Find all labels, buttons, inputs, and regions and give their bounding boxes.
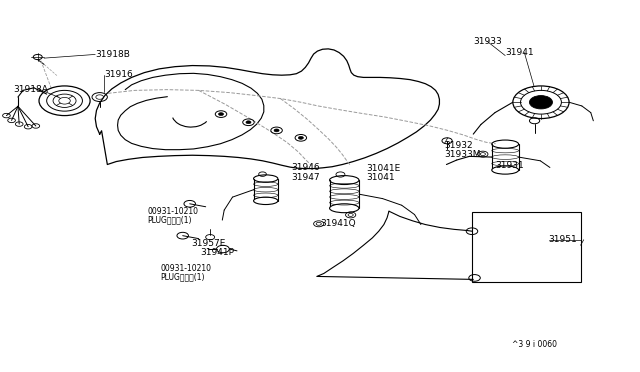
Polygon shape	[95, 49, 440, 169]
Circle shape	[298, 137, 303, 139]
Text: 31931: 31931	[495, 161, 524, 170]
Ellipse shape	[330, 204, 359, 213]
Text: 31918A: 31918A	[13, 85, 49, 94]
Circle shape	[246, 121, 251, 124]
Ellipse shape	[492, 166, 518, 174]
Text: 31941Q: 31941Q	[320, 219, 356, 228]
Text: 31933M: 31933M	[445, 150, 481, 159]
Circle shape	[218, 113, 223, 116]
Text: 31933: 31933	[473, 37, 502, 46]
Text: 31941P: 31941P	[200, 248, 235, 257]
Circle shape	[529, 96, 552, 109]
Text: PLUGプラグ(1): PLUGプラグ(1)	[161, 272, 205, 281]
Text: 31918B: 31918B	[95, 50, 130, 59]
Text: 00931-10210: 00931-10210	[161, 264, 211, 273]
Text: 31947: 31947	[291, 173, 320, 182]
Text: 31916: 31916	[104, 70, 133, 79]
Text: 31932: 31932	[445, 141, 473, 150]
Text: 00931-10210: 00931-10210	[148, 208, 198, 217]
Text: 31941: 31941	[505, 48, 534, 57]
Text: 31041E: 31041E	[366, 164, 400, 173]
Circle shape	[274, 129, 279, 132]
Text: ^3 9 i 0060: ^3 9 i 0060	[511, 340, 557, 349]
Text: 31957E: 31957E	[191, 239, 225, 248]
Text: 31951: 31951	[548, 235, 577, 244]
Text: 31946: 31946	[291, 163, 320, 172]
Ellipse shape	[253, 197, 278, 205]
Bar	[472, 212, 580, 282]
Text: 31041: 31041	[366, 173, 395, 182]
Text: PLUGプラグ(1): PLUGプラグ(1)	[148, 216, 192, 225]
